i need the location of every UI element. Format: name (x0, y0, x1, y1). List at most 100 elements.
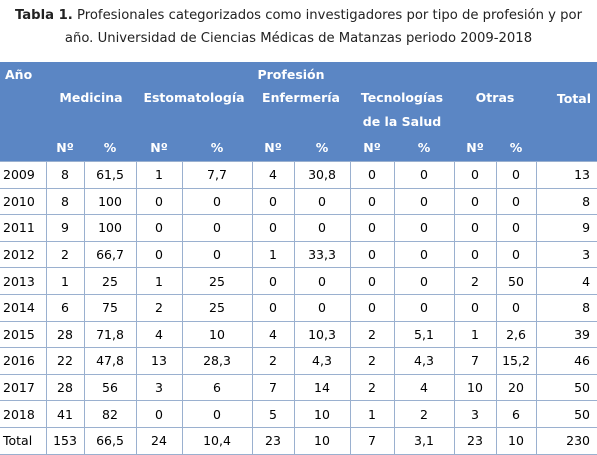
table-cell: 10,3 (294, 320, 351, 348)
table-cell: 0 (496, 293, 537, 322)
header-total: Total (536, 86, 597, 162)
header-sub-n: Nº (350, 134, 394, 162)
table-row: 2011 9 100 0 0 0 0 0 0 0 0 9 (0, 214, 597, 242)
header-sub-pct: % (496, 134, 537, 162)
table-cell: 153 (46, 426, 85, 455)
table-row: 2010 8 100 0 0 0 0 0 0 0 0 8 (0, 187, 597, 215)
table-cell: 100 (84, 187, 137, 215)
table-row: Total 153 66,5 24 10,4 23 10 7 3,1 23 10 230 (0, 426, 597, 455)
table-cell: 0 (252, 267, 295, 295)
table-cell: 7 (350, 426, 395, 455)
header-estomatologia: Estomatología (136, 86, 252, 109)
table-cell: 7 (252, 373, 295, 401)
table-cell: 2 (136, 293, 183, 322)
table-cell: 10 (454, 373, 497, 401)
table-cell: 82 (84, 400, 137, 428)
row-year-cell: 2013 (0, 267, 47, 295)
table-cell: 23 (454, 426, 497, 455)
table-cell: 2 (350, 347, 395, 375)
table-cell: 4 (252, 161, 295, 189)
professionals-table: Año Profesión Medicina Estomatología Enf… (0, 62, 597, 455)
table-cell: 50 (536, 400, 597, 428)
header-sub-pct: % (182, 134, 252, 162)
table-cell: 0 (394, 214, 455, 242)
row-year-cell: 2011 (0, 214, 47, 242)
table-cell: 0 (350, 161, 395, 189)
row-year-cell: 2014 (0, 293, 47, 322)
table-cell: 13 (536, 161, 597, 189)
table-cell: 0 (496, 187, 537, 215)
table-cell: 0 (394, 293, 455, 322)
table-cell: 22 (46, 347, 85, 375)
table-cell: 1 (46, 267, 85, 295)
table-cell: 50 (536, 373, 597, 401)
table-cell: 0 (182, 187, 253, 215)
table-cell: 0 (136, 400, 183, 428)
table-cell: 9 (536, 214, 597, 242)
header-year: Año (0, 62, 46, 162)
table-cell: 5 (252, 400, 295, 428)
row-year-cell: 2017 (0, 373, 47, 401)
header-spacer-3 (252, 109, 350, 134)
table-cell: 1 (350, 400, 395, 428)
table-cell: 2,6 (496, 320, 537, 348)
table-cell: 25 (84, 267, 137, 295)
header-medicina: Medicina (46, 86, 136, 109)
table-cell: 0 (294, 214, 351, 242)
table-cell: 0 (394, 240, 455, 268)
table-cell: 0 (182, 240, 253, 268)
table-cell: 50 (496, 267, 537, 295)
header-tecnologias: Tecnologías (350, 86, 454, 109)
table-cell: 13 (136, 347, 183, 375)
table-cell: 2 (350, 373, 395, 401)
table-cell: 10 (294, 400, 351, 428)
table-row: 2012 2 66,7 0 0 1 33,3 0 0 0 0 3 (0, 240, 597, 268)
header-tecnologias-sub: de la Salud (350, 109, 454, 134)
table-cell: 6 (182, 373, 253, 401)
header-otras: Otras (454, 86, 537, 109)
header-sub-pct: % (294, 134, 350, 162)
table-cell: 2 (454, 267, 497, 295)
table-row: 2017 28 56 3 6 7 14 2 4 10 20 50 (0, 373, 597, 401)
row-year-cell: 2012 (0, 240, 47, 268)
header-spacer-2 (136, 109, 252, 134)
table-cell: 4 (394, 373, 455, 401)
table-cell: 33,3 (294, 240, 351, 268)
table-cell: 0 (454, 293, 497, 322)
table-cell: 25 (182, 293, 253, 322)
table-cell: 0 (496, 240, 537, 268)
table-cell: 66,5 (84, 426, 137, 455)
table-cell: 10,4 (182, 426, 253, 455)
table-cell: 1 (136, 267, 183, 295)
table-cell: 3,1 (394, 426, 455, 455)
table-cell: 4 (136, 320, 183, 348)
table-cell: 6 (46, 293, 85, 322)
table-row: 2018 41 82 0 0 5 10 1 2 3 6 50 (0, 400, 597, 428)
table-cell: 10 (496, 426, 537, 455)
table-cell: 39 (536, 320, 597, 348)
table-cell: 0 (136, 214, 183, 242)
table-cell: 4 (536, 267, 597, 295)
table-cell: 0 (350, 214, 395, 242)
table-cell: 0 (394, 187, 455, 215)
header-sub-pct: % (84, 134, 136, 162)
row-year-cell: 2016 (0, 347, 47, 375)
header-profession: Profesión (46, 62, 537, 86)
table-cell: 1 (136, 161, 183, 189)
table-cell: 8 (536, 187, 597, 215)
table-cell: 4,3 (294, 347, 351, 375)
table-cell: 230 (536, 426, 597, 455)
table-cell: 3 (536, 240, 597, 268)
caption-line-2: año. Universidad de Ciencias Médicas de … (64, 31, 533, 46)
table-cell: 30,8 (294, 161, 351, 189)
header-enfermeria: Enfermería (252, 86, 350, 109)
table-caption: Tabla 1. Profesionales categorizados com… (0, 4, 597, 50)
caption-text-1: Profesionales categorizados como investi… (72, 8, 583, 23)
table-cell: 66,7 (84, 240, 137, 268)
table-cell: 24 (136, 426, 183, 455)
table-cell: 7 (454, 347, 497, 375)
header-spacer-1 (46, 109, 136, 134)
table-cell: 0 (454, 161, 497, 189)
table-cell: 0 (454, 240, 497, 268)
table-cell: 3 (136, 373, 183, 401)
